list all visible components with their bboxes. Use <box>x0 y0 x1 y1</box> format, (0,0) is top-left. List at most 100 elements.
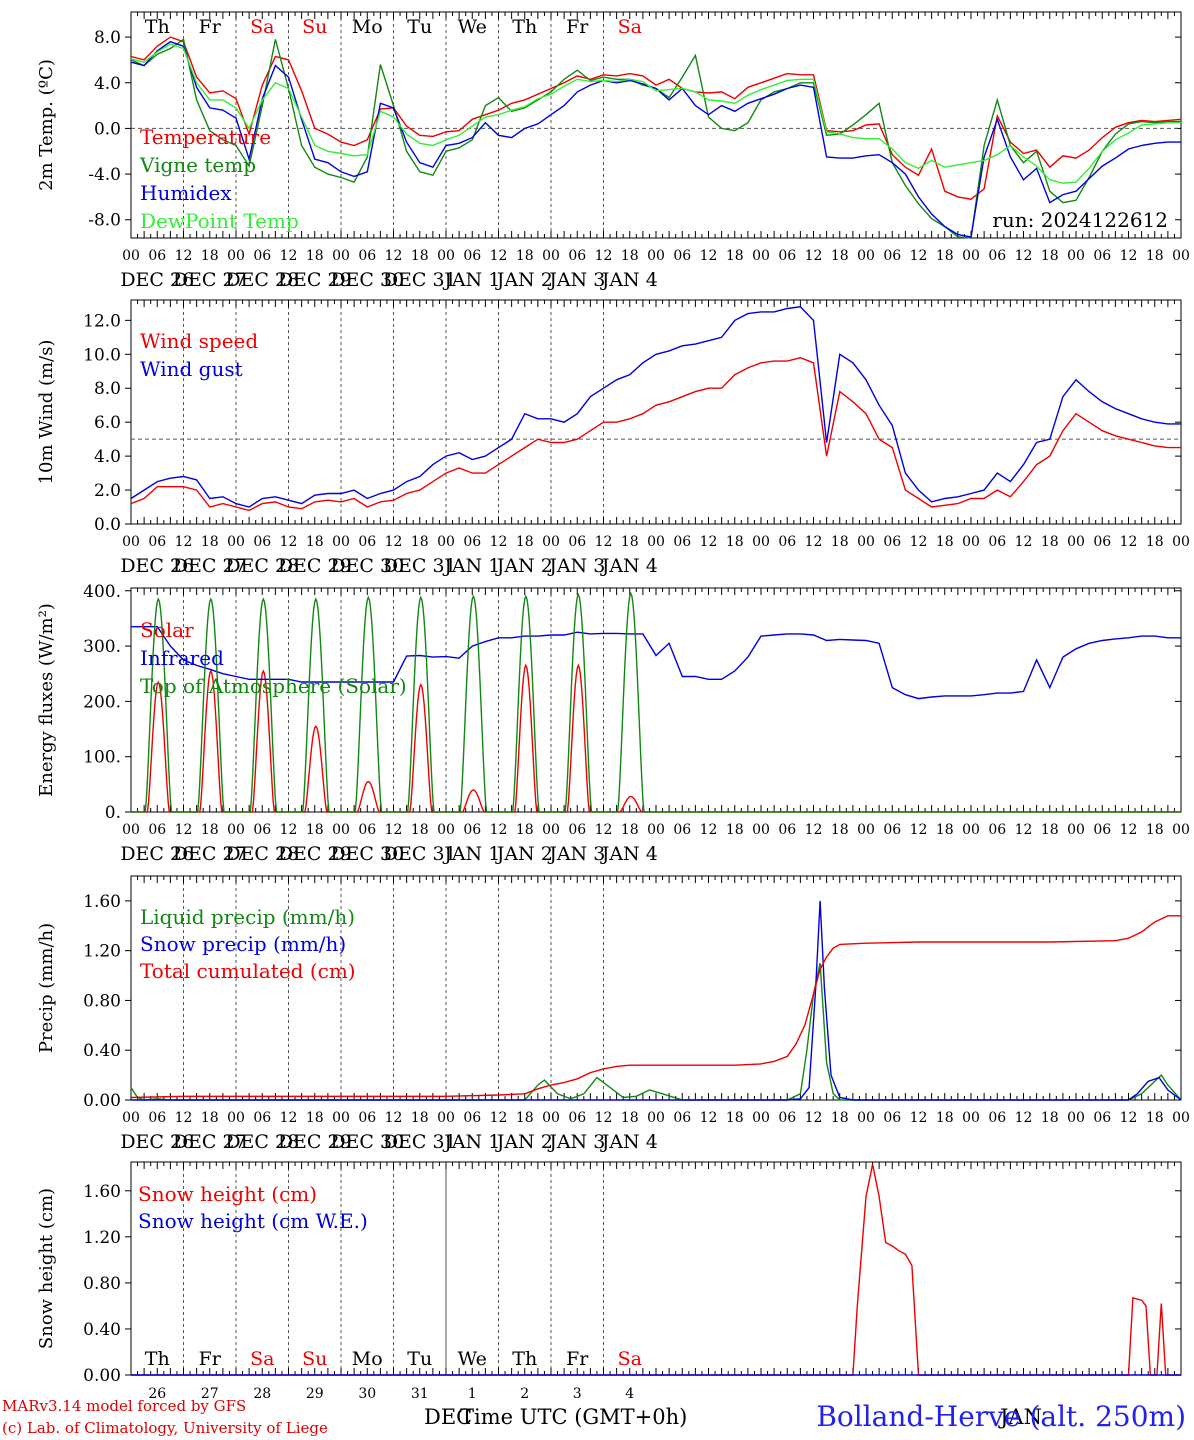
y-tick-label: 1.60 <box>83 892 121 912</box>
plot-frame <box>130 587 1182 813</box>
y-axis-label: Snow height (cm) <box>36 1188 57 1349</box>
x-tick-label: 06 <box>568 1110 586 1126</box>
x-tick-label: 12 <box>595 534 613 550</box>
y-tick-label: 2.0 <box>94 481 121 501</box>
x-tick-label: 06 <box>463 822 481 838</box>
x-tick-label: 12 <box>805 1110 823 1126</box>
date-label: DEC 29 <box>278 269 352 291</box>
x-tick-label: 12 <box>1120 822 1138 838</box>
x-tick-label: 12 <box>175 822 193 838</box>
x-tick-label: 00 <box>227 248 245 264</box>
x-tick-label: 00 <box>647 1110 665 1126</box>
date-label: DEC 30 <box>330 269 404 291</box>
x-tick-label: 06 <box>463 248 481 264</box>
date-label: DEC 30 <box>330 1131 404 1153</box>
x-tick-label: 12 <box>1120 1110 1138 1126</box>
x-tick-label: 06 <box>1093 822 1111 838</box>
x-tick-label: 18 <box>306 248 324 264</box>
y-tick-label: 8.0 <box>94 28 121 48</box>
x-tick-label: 06 <box>673 534 691 550</box>
date-label: DEC 31 <box>383 555 457 577</box>
x-tick-label: 18 <box>306 1110 324 1126</box>
x-tick-label: 12 <box>280 822 298 838</box>
x-tick-label: 06 <box>778 1110 796 1126</box>
y-tick-label: -4.0 <box>88 165 121 185</box>
x-tick-label: 00 <box>962 534 980 550</box>
y-tick-label: 12.0 <box>83 311 121 331</box>
x-tick-label: 06 <box>988 248 1006 264</box>
x-tick-label: 06 <box>1093 248 1111 264</box>
station-label: Bolland-Herve (alt. 250m) <box>816 1400 1186 1433</box>
date-label: DEC 26 <box>120 555 194 577</box>
legend-entry: Snow height (cm W.E.) <box>138 1209 368 1233</box>
x-tick-label: 00 <box>542 248 560 264</box>
date-label: DEC 30 <box>330 843 404 865</box>
legend-entry: Solar <box>140 618 194 642</box>
x-tick-label: 12 <box>595 822 613 838</box>
x-tick-label: 00 <box>857 248 875 264</box>
x-tick-label: 12 <box>490 822 508 838</box>
y-axis-label: 10m Wind (m/s) <box>36 340 57 485</box>
x-tick-label: 12 <box>910 534 928 550</box>
lab-credit: (c) Lab. of Climatology, University of L… <box>2 1419 328 1437</box>
x-tick-label: 12 <box>490 248 508 264</box>
date-label: DEC 28 <box>225 555 299 577</box>
x-tick-label: 06 <box>1093 534 1111 550</box>
x-tick-label: 18 <box>411 248 429 264</box>
day-number-label: 26 <box>148 1386 166 1402</box>
x-tick-label: 06 <box>148 248 166 264</box>
x-tick-label: 18 <box>831 248 849 264</box>
x-tick-label: 18 <box>411 1110 429 1126</box>
series-line-wind-speed <box>130 356 1181 512</box>
x-tick-label: 12 <box>175 1110 193 1126</box>
legend-entry: Wind gust <box>140 357 243 381</box>
x-tick-label: 06 <box>253 534 271 550</box>
x-tick-label: 18 <box>726 534 744 550</box>
x-tick-label: 12 <box>175 534 193 550</box>
x-tick-label: 00 <box>962 822 980 838</box>
date-label: DEC 28 <box>225 1131 299 1153</box>
x-tick-label: 18 <box>936 822 954 838</box>
date-label: JAN 2 <box>495 555 553 577</box>
day-number-label: 28 <box>253 1386 271 1402</box>
weekday-label-bottom: Sa <box>250 1348 274 1370</box>
date-label: DEC 30 <box>330 555 404 577</box>
x-tick-label: 06 <box>988 822 1006 838</box>
x-tick-label: 18 <box>516 534 534 550</box>
x-tick-label: 00 <box>332 248 350 264</box>
series-line-dewpoint-temp <box>130 43 1181 184</box>
x-tick-label: 00 <box>1067 1110 1085 1126</box>
y-tick-label: 0.40 <box>83 1320 121 1340</box>
x-tick-label: 06 <box>568 534 586 550</box>
x-tick-label: 12 <box>1015 248 1033 264</box>
x-tick-label: 18 <box>726 822 744 838</box>
x-tick-label: 06 <box>358 248 376 264</box>
x-tick-label: 06 <box>883 1110 901 1126</box>
x-tick-label: 06 <box>253 822 271 838</box>
x-tick-label: 06 <box>883 822 901 838</box>
date-label: JAN 2 <box>495 1131 553 1153</box>
x-tick-label: 06 <box>358 1110 376 1126</box>
x-tick-label: 00 <box>1067 822 1085 838</box>
x-tick-label: 00 <box>1172 534 1190 550</box>
x-tick-label: 00 <box>437 822 455 838</box>
date-label: JAN 4 <box>600 555 658 577</box>
legend-entry: DewPoint Temp <box>140 209 299 233</box>
x-tick-label: 00 <box>857 534 875 550</box>
date-label: DEC 29 <box>278 555 352 577</box>
legend-entry: Snow precip (mm/h) <box>140 932 346 956</box>
weekday-label-bottom: Su <box>302 1348 327 1370</box>
x-tick-label: 00 <box>227 822 245 838</box>
date-label: JAN 4 <box>600 269 658 291</box>
weekday-label-top: Fr <box>566 16 589 38</box>
x-tick-label: 06 <box>148 534 166 550</box>
x-tick-label: 00 <box>122 248 140 264</box>
weekday-label-top: Fr <box>199 16 222 38</box>
legend-entry: Humidex <box>140 181 232 205</box>
x-tick-label: 12 <box>490 1110 508 1126</box>
x-tick-label: 00 <box>122 534 140 550</box>
run-label: run: 2024122612 <box>992 208 1168 232</box>
day-number-label: 29 <box>306 1386 324 1402</box>
y-tick-label: 100. <box>83 748 121 768</box>
x-tick-label: 12 <box>385 1110 403 1126</box>
